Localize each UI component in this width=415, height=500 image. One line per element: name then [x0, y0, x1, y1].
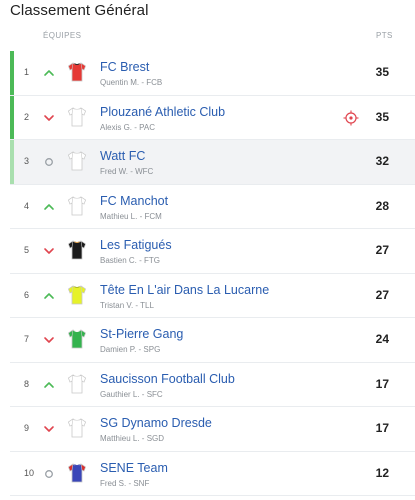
points-value: 27	[375, 243, 389, 257]
team-name-link[interactable]: Plouzané Athletic Club	[100, 104, 226, 119]
white-shirt-icon	[66, 106, 88, 128]
points-value: 35	[375, 109, 389, 124]
trend-up-icon	[43, 200, 55, 212]
manager-label: Fred W. - WFC	[100, 167, 154, 176]
points-value: 12	[375, 465, 389, 480]
manager-label: Tristan V. - TLL	[100, 300, 154, 310]
qualification-bar	[10, 140, 14, 184]
trend-down-icon	[43, 422, 55, 434]
white-shirt-icon	[66, 417, 88, 439]
points-value: 24	[375, 332, 389, 346]
rank-number: 9	[24, 423, 30, 433]
trend-up-icon	[43, 378, 55, 390]
manager-label: Alexis G. - PAC	[100, 122, 155, 132]
team-name-link[interactable]: SENE Team	[100, 460, 168, 475]
table-row[interactable]: 1 FC Brest Quentin M. - FCB 35	[10, 51, 415, 96]
table-row[interactable]: 8 Saucisson Football Club Gauthier L. - SF…	[10, 362, 415, 407]
rank-number: 7	[24, 334, 30, 344]
red-shirt-icon	[66, 61, 88, 83]
team-name-link[interactable]: Tête En L'air Dans La Lucarne	[100, 282, 270, 297]
white-shirt-icon	[66, 373, 88, 395]
table-row[interactable]: 10 SENE Team Fred S. - SNF 12	[10, 451, 415, 496]
rank-number: 10	[24, 467, 35, 478]
trend-up-icon	[43, 289, 55, 301]
blue-red-shirt-icon	[66, 462, 88, 484]
points-value: 32	[375, 154, 389, 168]
team-name-link[interactable]: FC Manchot	[100, 193, 169, 208]
points-value: 17	[375, 421, 389, 435]
rank-number: 2	[24, 111, 30, 122]
green-shirt-icon	[66, 328, 88, 350]
manager-label: Mathieu L. - FCM	[100, 211, 162, 221]
points-value: 28	[375, 198, 389, 213]
table-row[interactable]: 5 Les Fatigués Bastien C. - FTG 27	[10, 229, 415, 274]
rank-number: 5	[24, 245, 30, 255]
yellow-shirt-icon	[66, 284, 88, 306]
manager-label: Bastien C. - FTG	[100, 256, 161, 265]
rank-number: 1	[24, 67, 30, 77]
trend-down-icon	[43, 111, 55, 123]
points-value: 27	[375, 287, 389, 302]
black-shirt-icon	[66, 239, 88, 261]
column-header-points: PTS	[376, 31, 393, 40]
team-name-link[interactable]: Saucisson Football Club	[100, 371, 235, 386]
column-header-teams: ÉQUIPES	[43, 31, 82, 40]
team-name-link[interactable]: Watt FC	[100, 149, 146, 163]
table-row[interactable]: 9 SG Dynamo Dresde Matthieu L. - SGD 17	[10, 407, 415, 452]
manager-label: Damien P. - SPG	[100, 345, 161, 354]
standings-table: 1 FC Brest Quentin M. - FCB 35 2 Plouzané Ath…	[10, 51, 415, 496]
white-shirt-icon	[66, 195, 88, 217]
points-value: 35	[375, 65, 389, 79]
trend-neutral-icon	[43, 467, 55, 479]
table-row[interactable]: 7 St-Pierre Gang Damien P. - SPG 24	[10, 318, 415, 363]
team-name-link[interactable]: SG Dynamo Dresde	[100, 416, 212, 430]
target-icon	[343, 110, 359, 126]
manager-label: Matthieu L. - SGD	[100, 434, 165, 443]
qualification-bar	[10, 51, 14, 95]
manager-label: Fred S. - SNF	[100, 478, 150, 488]
table-row[interactable]: 3 Watt FC Fred W. - WFC 32	[10, 140, 415, 185]
team-name-link[interactable]: Les Fatigués	[100, 238, 172, 252]
points-value: 17	[375, 376, 389, 391]
team-name-link[interactable]: St-Pierre Gang	[100, 327, 184, 341]
team-name-link[interactable]: FC Brest	[100, 60, 150, 74]
trend-down-icon	[43, 244, 55, 256]
rank-number: 6	[24, 289, 30, 300]
qualification-bar	[10, 95, 14, 139]
manager-label: Quentin M. - FCB	[100, 78, 163, 87]
manager-label: Gauthier L. - SFC	[100, 389, 163, 399]
trend-down-icon	[43, 333, 55, 345]
table-row[interactable]: 4 FC Manchot Mathieu L. - FCM 28	[10, 184, 415, 229]
trend-neutral-icon	[43, 155, 55, 167]
rank-number: 4	[24, 200, 30, 211]
page-title: Classement Général	[10, 2, 149, 19]
table-row[interactable]: 6 Tête En L'air Dans La Lucarne Tristan V.…	[10, 273, 415, 318]
white-shirt-icon	[66, 150, 88, 172]
rank-number: 3	[24, 156, 30, 166]
trend-up-icon	[43, 66, 55, 78]
table-row[interactable]: 2 Plouzané Athletic Club Alexis G. - PAC 35	[10, 95, 415, 140]
rank-number: 8	[24, 378, 30, 389]
